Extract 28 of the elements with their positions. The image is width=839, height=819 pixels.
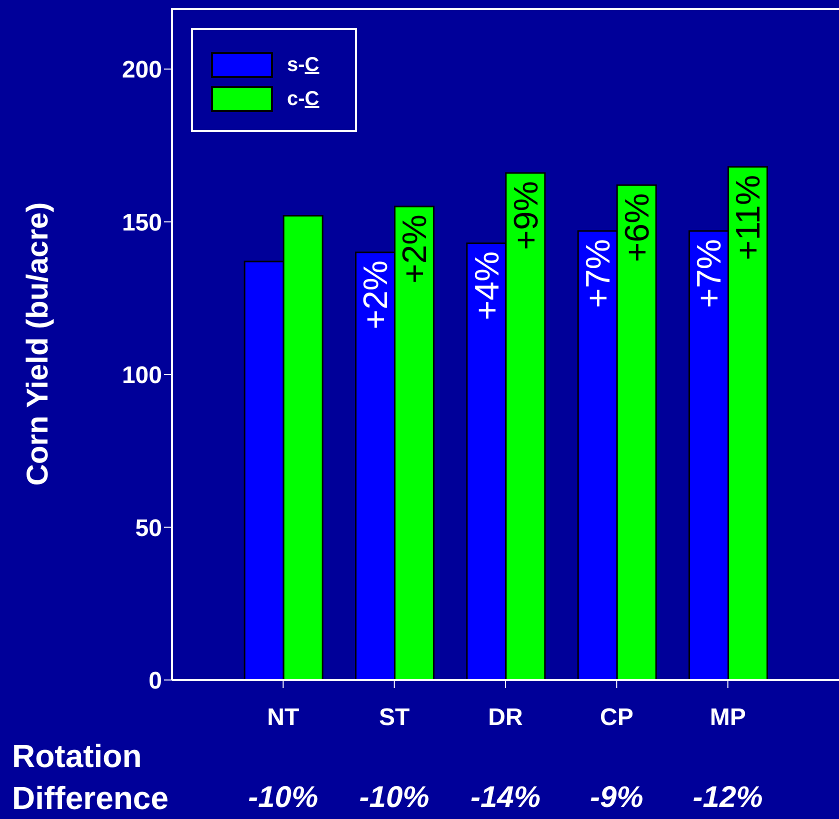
x-tick-label: ST [378,704,410,732]
x-tick-label: DR [488,704,523,732]
text: -10% [358,780,430,816]
text: -14% [469,780,542,816]
y-tick-label: 200 [122,56,162,84]
annotation: +4% [468,251,506,320]
y-tick-label: 100 [122,362,162,390]
x-tick-label: CP [600,704,634,732]
y-tick-label: 50 [135,514,162,542]
x-tick-label: NT [267,704,300,732]
text: Rotation [12,738,142,774]
x-tick-label: MP [710,704,746,732]
legend-label: c-C [287,88,320,110]
annotation: +2% [357,260,396,330]
annotation: +7% [690,238,729,308]
text: Difference [12,780,168,816]
y-tick-label: 150 [122,209,162,236]
legend-label: s-C [287,54,320,76]
annotation: +2% [396,214,434,284]
annotation: +11% [730,174,768,260]
y-axis-title: Corn Yield (bu/acre) [22,202,55,486]
text: -10% [247,780,320,816]
annotation: +9% [507,180,546,250]
y-tick-label: 0 [148,668,162,695]
annotation: +7% [580,238,618,308]
text: -12% [692,780,764,816]
annotation: +6% [618,193,657,262]
text: -9% [588,780,644,816]
